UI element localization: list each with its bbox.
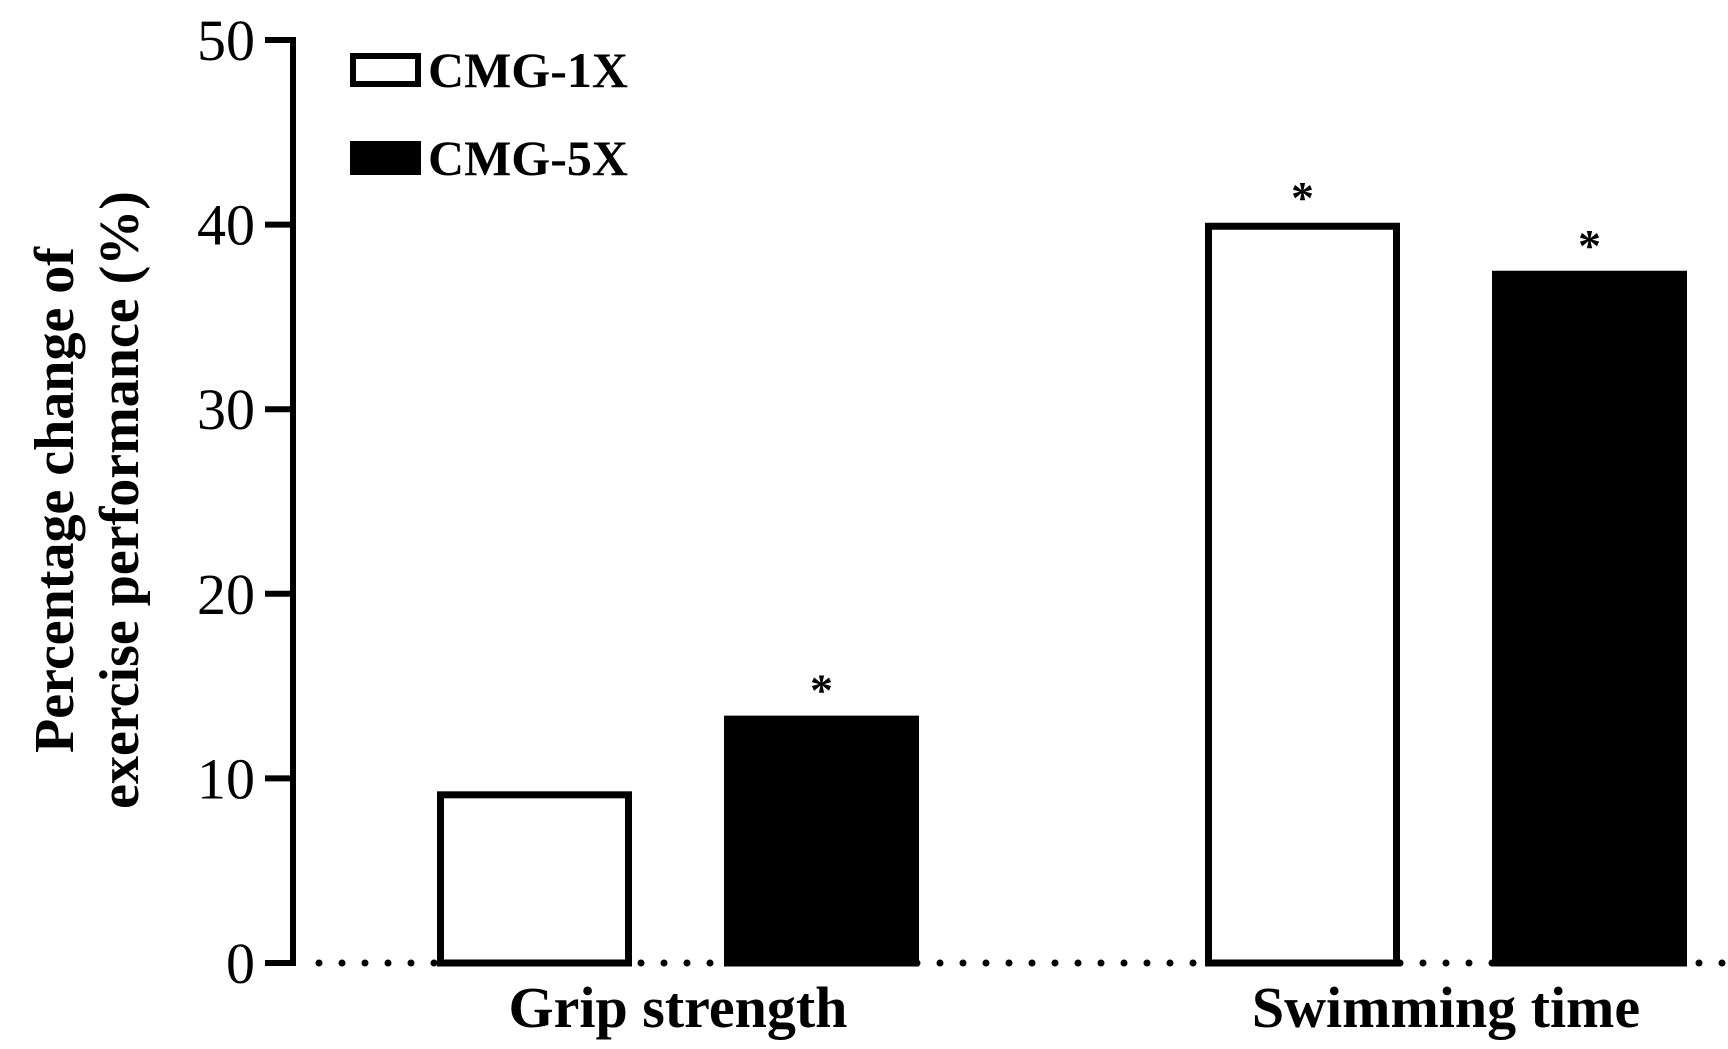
legend: CMG-1X CMG-5X (350, 42, 628, 186)
category-label: Grip strength (509, 975, 848, 1040)
legend-swatch (350, 53, 421, 87)
legend-swatch (350, 141, 421, 175)
y-axis-title-line: exercise performance (%) (89, 191, 151, 809)
category-label: Swimming time (1252, 975, 1640, 1040)
bar (724, 715, 919, 967)
y-tick-label: 40 (197, 193, 255, 258)
bar (1205, 222, 1400, 967)
legend-label: CMG-1X (428, 42, 628, 98)
legend-label: CMG-5X (428, 130, 628, 186)
y-axis-title-line: Percentage change of (24, 246, 86, 753)
y-tick-label: 10 (197, 746, 255, 811)
y-tick-label: 30 (197, 377, 255, 442)
y-tick-label: 50 (197, 8, 255, 73)
significance-star: * (1578, 220, 1601, 271)
bar (437, 791, 632, 967)
y-tick-label: 20 (197, 562, 255, 627)
y-axis-title: Percentage change of exercise performance… (24, 191, 151, 809)
y-axis: 0 10 20 30 40 50 (197, 8, 296, 996)
bars-group (437, 222, 1687, 967)
significance-star: * (1291, 172, 1314, 223)
category-labels: Grip strength Swimming time (509, 975, 1641, 1040)
significance-star: * (810, 665, 833, 716)
bar (1492, 270, 1687, 967)
y-tick-label: 0 (226, 931, 255, 996)
significance-markers: * * * (810, 172, 1601, 716)
